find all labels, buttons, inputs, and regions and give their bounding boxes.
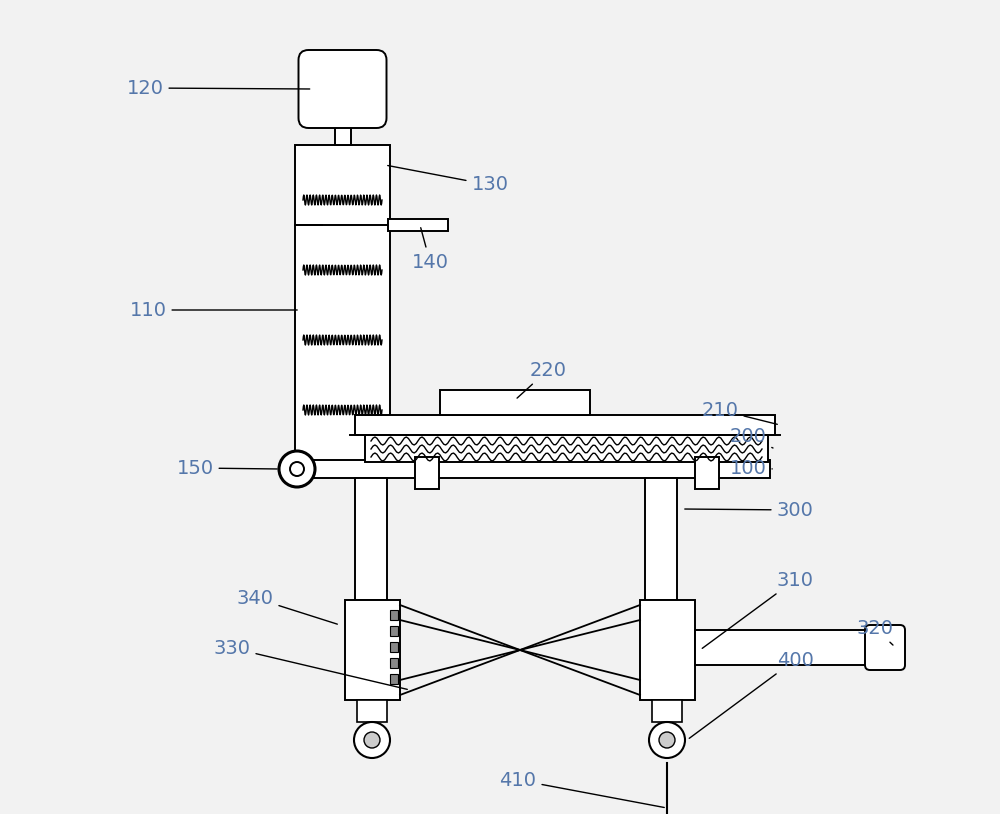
Bar — [695, 630, 890, 665]
Text: 220: 220 — [517, 361, 566, 398]
Text: 140: 140 — [412, 228, 448, 272]
Bar — [695, 457, 719, 489]
Text: 130: 130 — [388, 165, 509, 195]
Bar — [645, 478, 677, 600]
Text: 320: 320 — [856, 619, 894, 645]
Text: 100: 100 — [730, 458, 772, 478]
Circle shape — [279, 451, 315, 487]
Bar — [355, 478, 387, 600]
Text: 120: 120 — [126, 78, 310, 98]
Bar — [357, 700, 387, 722]
Bar — [295, 145, 390, 475]
Text: 310: 310 — [702, 571, 814, 649]
Text: 410: 410 — [500, 771, 664, 807]
Circle shape — [354, 722, 390, 758]
Bar — [355, 415, 775, 435]
Text: 340: 340 — [237, 589, 337, 624]
Bar — [390, 626, 398, 636]
Bar — [652, 700, 682, 722]
Bar — [388, 219, 448, 231]
Bar — [345, 600, 400, 700]
Circle shape — [290, 462, 304, 476]
Bar — [390, 658, 398, 668]
FancyBboxPatch shape — [865, 625, 905, 670]
Text: 400: 400 — [689, 650, 813, 738]
Circle shape — [364, 732, 380, 748]
Bar — [640, 600, 695, 700]
Circle shape — [659, 732, 675, 748]
Text: 330: 330 — [214, 638, 407, 689]
Text: 210: 210 — [702, 400, 777, 424]
Text: 200: 200 — [730, 427, 773, 448]
Bar — [390, 642, 398, 652]
Bar — [334, 90, 351, 145]
Text: 110: 110 — [130, 300, 297, 320]
Circle shape — [649, 722, 685, 758]
Bar — [415, 457, 439, 489]
Bar — [390, 674, 398, 684]
Bar — [365, 435, 768, 462]
Text: 300: 300 — [685, 501, 813, 519]
Text: 150: 150 — [176, 458, 277, 478]
Bar — [292, 460, 770, 478]
FancyBboxPatch shape — [298, 50, 386, 128]
Bar — [390, 610, 398, 620]
Bar — [440, 390, 590, 415]
